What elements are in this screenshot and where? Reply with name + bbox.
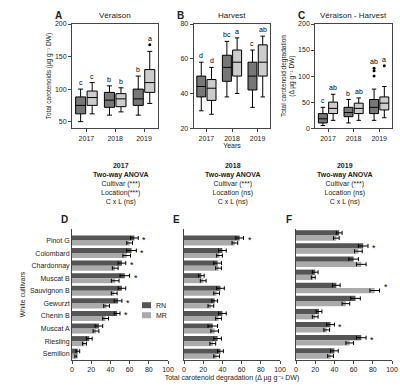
svg-text:Harvest: Harvest (218, 11, 246, 20)
svg-text:ab: ab (355, 88, 363, 95)
svg-text:2019: 2019 (371, 135, 387, 142)
svg-text:100: 100 (162, 366, 174, 373)
svg-text:100: 100 (298, 73, 310, 80)
svg-text:2018: 2018 (346, 135, 362, 142)
svg-text:b: b (346, 90, 350, 97)
svg-text:a: a (148, 35, 152, 42)
svg-text:0: 0 (306, 125, 310, 132)
svg-text:100: 100 (386, 366, 398, 373)
svg-text:c: c (79, 79, 83, 86)
svg-text:80: 80 (180, 20, 188, 27)
svg-text:20: 20 (311, 366, 319, 373)
svg-text:20: 20 (199, 366, 207, 373)
svg-text:60: 60 (350, 366, 358, 373)
svg-text:Total carotenoid degradation (: Total carotenoid degradation (Δ µg g⁻¹ D… (165, 374, 300, 382)
svg-text:Muscat B: Muscat B (40, 275, 70, 282)
svg-text:Pinot G: Pinot G (46, 237, 69, 244)
svg-text:*: * (134, 273, 138, 283)
svg-text:Muscat A: Muscat A (41, 325, 70, 332)
svg-text:2019: 2019 (250, 135, 266, 142)
svg-text:c: c (321, 97, 325, 104)
svg-text:50: 50 (302, 99, 310, 106)
svg-text:*: * (370, 335, 374, 345)
svg-text:Riesling: Riesling (45, 338, 70, 346)
svg-text:2018: 2018 (224, 135, 240, 142)
svg-text:2019Two-way ANOVACultivar (***: 2019Two-way ANOVACultivar (***)Location … (317, 162, 372, 206)
svg-text:2017Two-way ANOVACultivar (***: 2017Two-way ANOVACultivar (***)Location(… (93, 162, 148, 206)
svg-text:Semillon: Semillon (43, 350, 70, 357)
svg-text:60: 60 (180, 55, 188, 62)
svg-text:c: c (250, 40, 254, 47)
svg-text:*: * (338, 322, 342, 332)
svg-text:2018: 2018 (107, 135, 123, 142)
svg-text:100: 100 (55, 86, 67, 93)
svg-text:Véraison: Véraison (99, 11, 131, 20)
svg-text:60: 60 (238, 366, 246, 373)
svg-text:2017: 2017 (79, 135, 95, 142)
svg-text:*: * (124, 310, 128, 320)
svg-text:150: 150 (298, 46, 310, 53)
svg-text:b: b (119, 78, 123, 85)
svg-text:100: 100 (274, 366, 286, 373)
svg-text:0: 0 (70, 366, 74, 373)
svg-text:a: a (235, 28, 239, 35)
svg-text:*: * (142, 235, 146, 245)
svg-text:0: 0 (182, 366, 186, 373)
svg-text:2018Two-way ANOVACultivar (***: 2018Two-way ANOVACultivar (***)Location … (205, 162, 260, 206)
svg-text:80: 80 (145, 366, 153, 373)
svg-text:150: 150 (55, 53, 67, 60)
svg-text:b: b (107, 76, 111, 83)
svg-text:A: A (55, 10, 62, 21)
svg-text:*: * (384, 282, 388, 292)
svg-text:Sauvignon B: Sauvignon B (30, 287, 70, 295)
svg-text:*: * (126, 298, 130, 308)
svg-text:20: 20 (87, 366, 95, 373)
svg-text:Chardonnay: Chardonnay (31, 262, 70, 270)
svg-text:d: d (210, 57, 214, 64)
svg-text:80: 80 (369, 366, 377, 373)
svg-text:b: b (136, 66, 140, 73)
svg-text:B: B (177, 10, 184, 21)
svg-text:MR: MR (156, 312, 167, 319)
svg-text:a: a (382, 56, 386, 63)
svg-text:50: 50 (59, 118, 67, 125)
svg-text:80: 80 (257, 366, 265, 373)
svg-text:40: 40 (331, 366, 339, 373)
svg-text:E: E (173, 214, 180, 225)
svg-text:40: 40 (107, 366, 115, 373)
svg-text:Gewurzt: Gewurzt (44, 300, 70, 307)
svg-text:40: 40 (180, 90, 188, 97)
svg-text:d: d (199, 52, 203, 59)
svg-text:*: * (372, 243, 376, 253)
svg-text:Colombard: Colombard (35, 250, 69, 257)
svg-text:200: 200 (55, 20, 67, 27)
svg-text:F: F (286, 214, 292, 225)
svg-text:D: D (61, 214, 68, 225)
svg-text:Total carotenoids (µg g⁻¹ DW): Total carotenoids (µg g⁻¹ DW) (45, 33, 53, 119)
svg-text:2019: 2019 (136, 135, 152, 142)
svg-text:Years: Years (223, 142, 241, 149)
svg-text:2017: 2017 (320, 135, 336, 142)
svg-text:RN: RN (156, 302, 166, 309)
svg-text:40: 40 (219, 366, 227, 373)
svg-text:ab: ab (370, 58, 378, 65)
svg-text:ab: ab (329, 84, 337, 91)
svg-text:Véraison - Harvest: Véraison - Harvest (320, 11, 387, 20)
svg-text:60: 60 (126, 366, 134, 373)
svg-text:*: * (130, 260, 134, 270)
svg-text:200: 200 (298, 20, 310, 27)
svg-text:C: C (298, 10, 305, 21)
svg-text:c: c (90, 73, 94, 80)
svg-text:*: * (140, 248, 144, 258)
svg-text:Chenin B: Chenin B (41, 312, 70, 319)
svg-text:*: * (248, 235, 252, 245)
svg-text:ab: ab (259, 26, 267, 33)
svg-text:White cultivars: White cultivars (19, 271, 26, 317)
svg-text:bc: bc (223, 31, 231, 38)
svg-text:0: 0 (294, 366, 298, 373)
svg-text:2017: 2017 (199, 135, 215, 142)
svg-text:20: 20 (180, 125, 188, 132)
svg-text:Total carotenoid degradation(Δ: Total carotenoid degradation(Δ µg g⁻¹ DW… (280, 35, 296, 117)
